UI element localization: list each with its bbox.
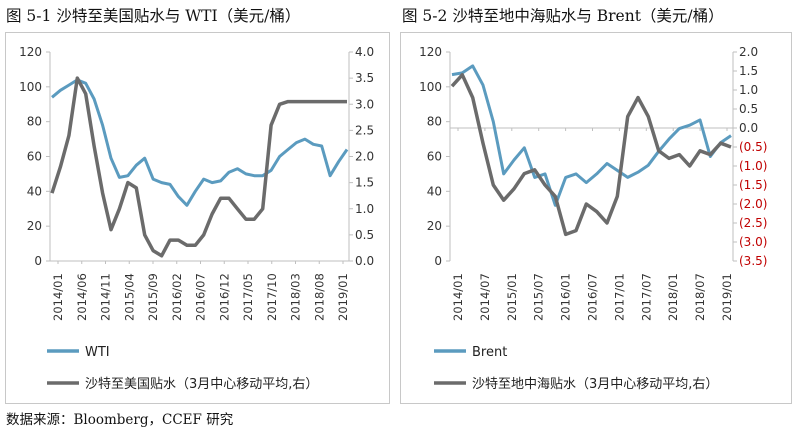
chart-2-frame	[400, 32, 792, 404]
right-tick-label: 0.5	[355, 228, 374, 242]
left-tick-label: 120	[19, 45, 42, 59]
left-tick-label: 120	[419, 45, 442, 59]
discount-series-line	[50, 76, 347, 258]
legend-label: 沙特至地中海贴水（3月中心移动平均,右）	[472, 377, 718, 392]
x-tick-label: 2014/01	[451, 273, 465, 321]
right-tick-label: 3.5	[355, 71, 374, 85]
left-tick-label: 60	[427, 150, 442, 164]
legend-label: 沙特至美国贴水（3月中心移动平均,右）	[85, 377, 318, 392]
x-tick-label: 2016/07	[586, 273, 600, 321]
source-note: 数据来源：Bloomberg，CCEF 研究	[6, 412, 234, 428]
right-tick-label: 4.0	[355, 45, 374, 59]
left-tick-label: 20	[427, 219, 442, 233]
left-tick-label: 80	[427, 115, 442, 129]
x-tick-label: 2016/02	[170, 273, 184, 321]
price-series-line	[451, 64, 732, 207]
x-tick-label: 2019/01	[336, 273, 350, 321]
right-tick-label: (1.5)	[739, 178, 767, 192]
left-tick-label: 80	[27, 115, 42, 129]
x-tick-label: 2015/01	[505, 273, 519, 321]
x-tick-label: 2017/10	[265, 273, 279, 321]
left-tick-label: 40	[427, 184, 442, 198]
left-tick-label: 100	[419, 80, 442, 94]
x-tick-label: 2014/07	[478, 273, 492, 321]
right-tick-label: 1.5	[739, 64, 758, 78]
right-tick-label: 2.0	[355, 150, 374, 164]
x-tick-label: 2017/01	[612, 273, 626, 321]
left-tick-label: 100	[19, 80, 42, 94]
right-tick-label: (3.5)	[739, 254, 767, 268]
right-tick-label: 1.0	[739, 83, 758, 97]
x-tick-label: 2018/07	[693, 273, 707, 321]
right-tick-label: (0.5)	[739, 140, 767, 154]
x-tick-label: 2014/01	[51, 273, 65, 321]
chart-1-frame	[5, 32, 390, 404]
x-tick-label: 2015/04	[122, 273, 136, 321]
right-tick-label: 0.5	[739, 102, 758, 116]
right-tick-label: 2.5	[355, 123, 374, 137]
right-tick-label: 0.0	[739, 121, 758, 135]
x-tick-label: 2018/03	[289, 273, 303, 321]
x-tick-label: 2016/07	[194, 273, 208, 321]
x-tick-label: 2015/07	[532, 273, 546, 321]
chart-1: 0 20 40 60 80 100 120 0.0 0.5 1.0 1.5 2.0 2.5 3.0 3.5 4…	[19, 45, 374, 392]
left-tick-label: 0	[34, 254, 42, 268]
x-tick-label: 2016/12	[217, 273, 231, 321]
right-tick-label: 1.0	[355, 202, 374, 216]
discount-series-line	[450, 73, 732, 237]
x-tick-label: 2015/09	[146, 273, 160, 321]
x-tick-label: 2017/07	[639, 273, 653, 321]
price-series-line	[51, 78, 349, 207]
x-tick-label: 2018/08	[312, 273, 326, 321]
left-tick-label: 40	[27, 184, 42, 198]
x-tick-label: 2014/11	[99, 273, 113, 321]
right-tick-label: 1.5	[355, 176, 374, 190]
x-tick-label: 2019/01	[720, 273, 734, 321]
right-tick-label: (2.0)	[739, 197, 767, 211]
right-tick-label: (3.0)	[739, 235, 767, 249]
x-tick-label: 2014/06	[75, 273, 89, 321]
x-tick-label: 2017/05	[241, 273, 255, 321]
right-tick-label: 0.0	[355, 254, 374, 268]
chart-1-title: 图 5-1 沙特至美国贴水与 WTI（美元/桶）	[6, 7, 301, 25]
right-tick-label: (1.0)	[739, 159, 767, 173]
legend-label: Brent	[472, 345, 507, 360]
legend-label: WTI	[85, 345, 110, 360]
x-tick-label: 2018/01	[666, 273, 680, 321]
right-tick-label: (2.5)	[739, 216, 767, 230]
left-tick-label: 60	[27, 150, 42, 164]
x-tick-label: 2016/01	[559, 273, 573, 321]
left-tick-label: 20	[27, 219, 42, 233]
right-tick-label: 2.0	[739, 45, 758, 59]
right-tick-label: 3.0	[355, 97, 374, 111]
chart-2: 0 20 40 60 80 100 120 2.0 1.5 1.0 0.5 0.0 (0.5) (1.0)…	[419, 45, 767, 392]
left-tick-label: 0	[434, 254, 442, 268]
chart-2-title: 图 5-2 沙特至地中海贴水与 Brent（美元/桶）	[402, 7, 724, 25]
